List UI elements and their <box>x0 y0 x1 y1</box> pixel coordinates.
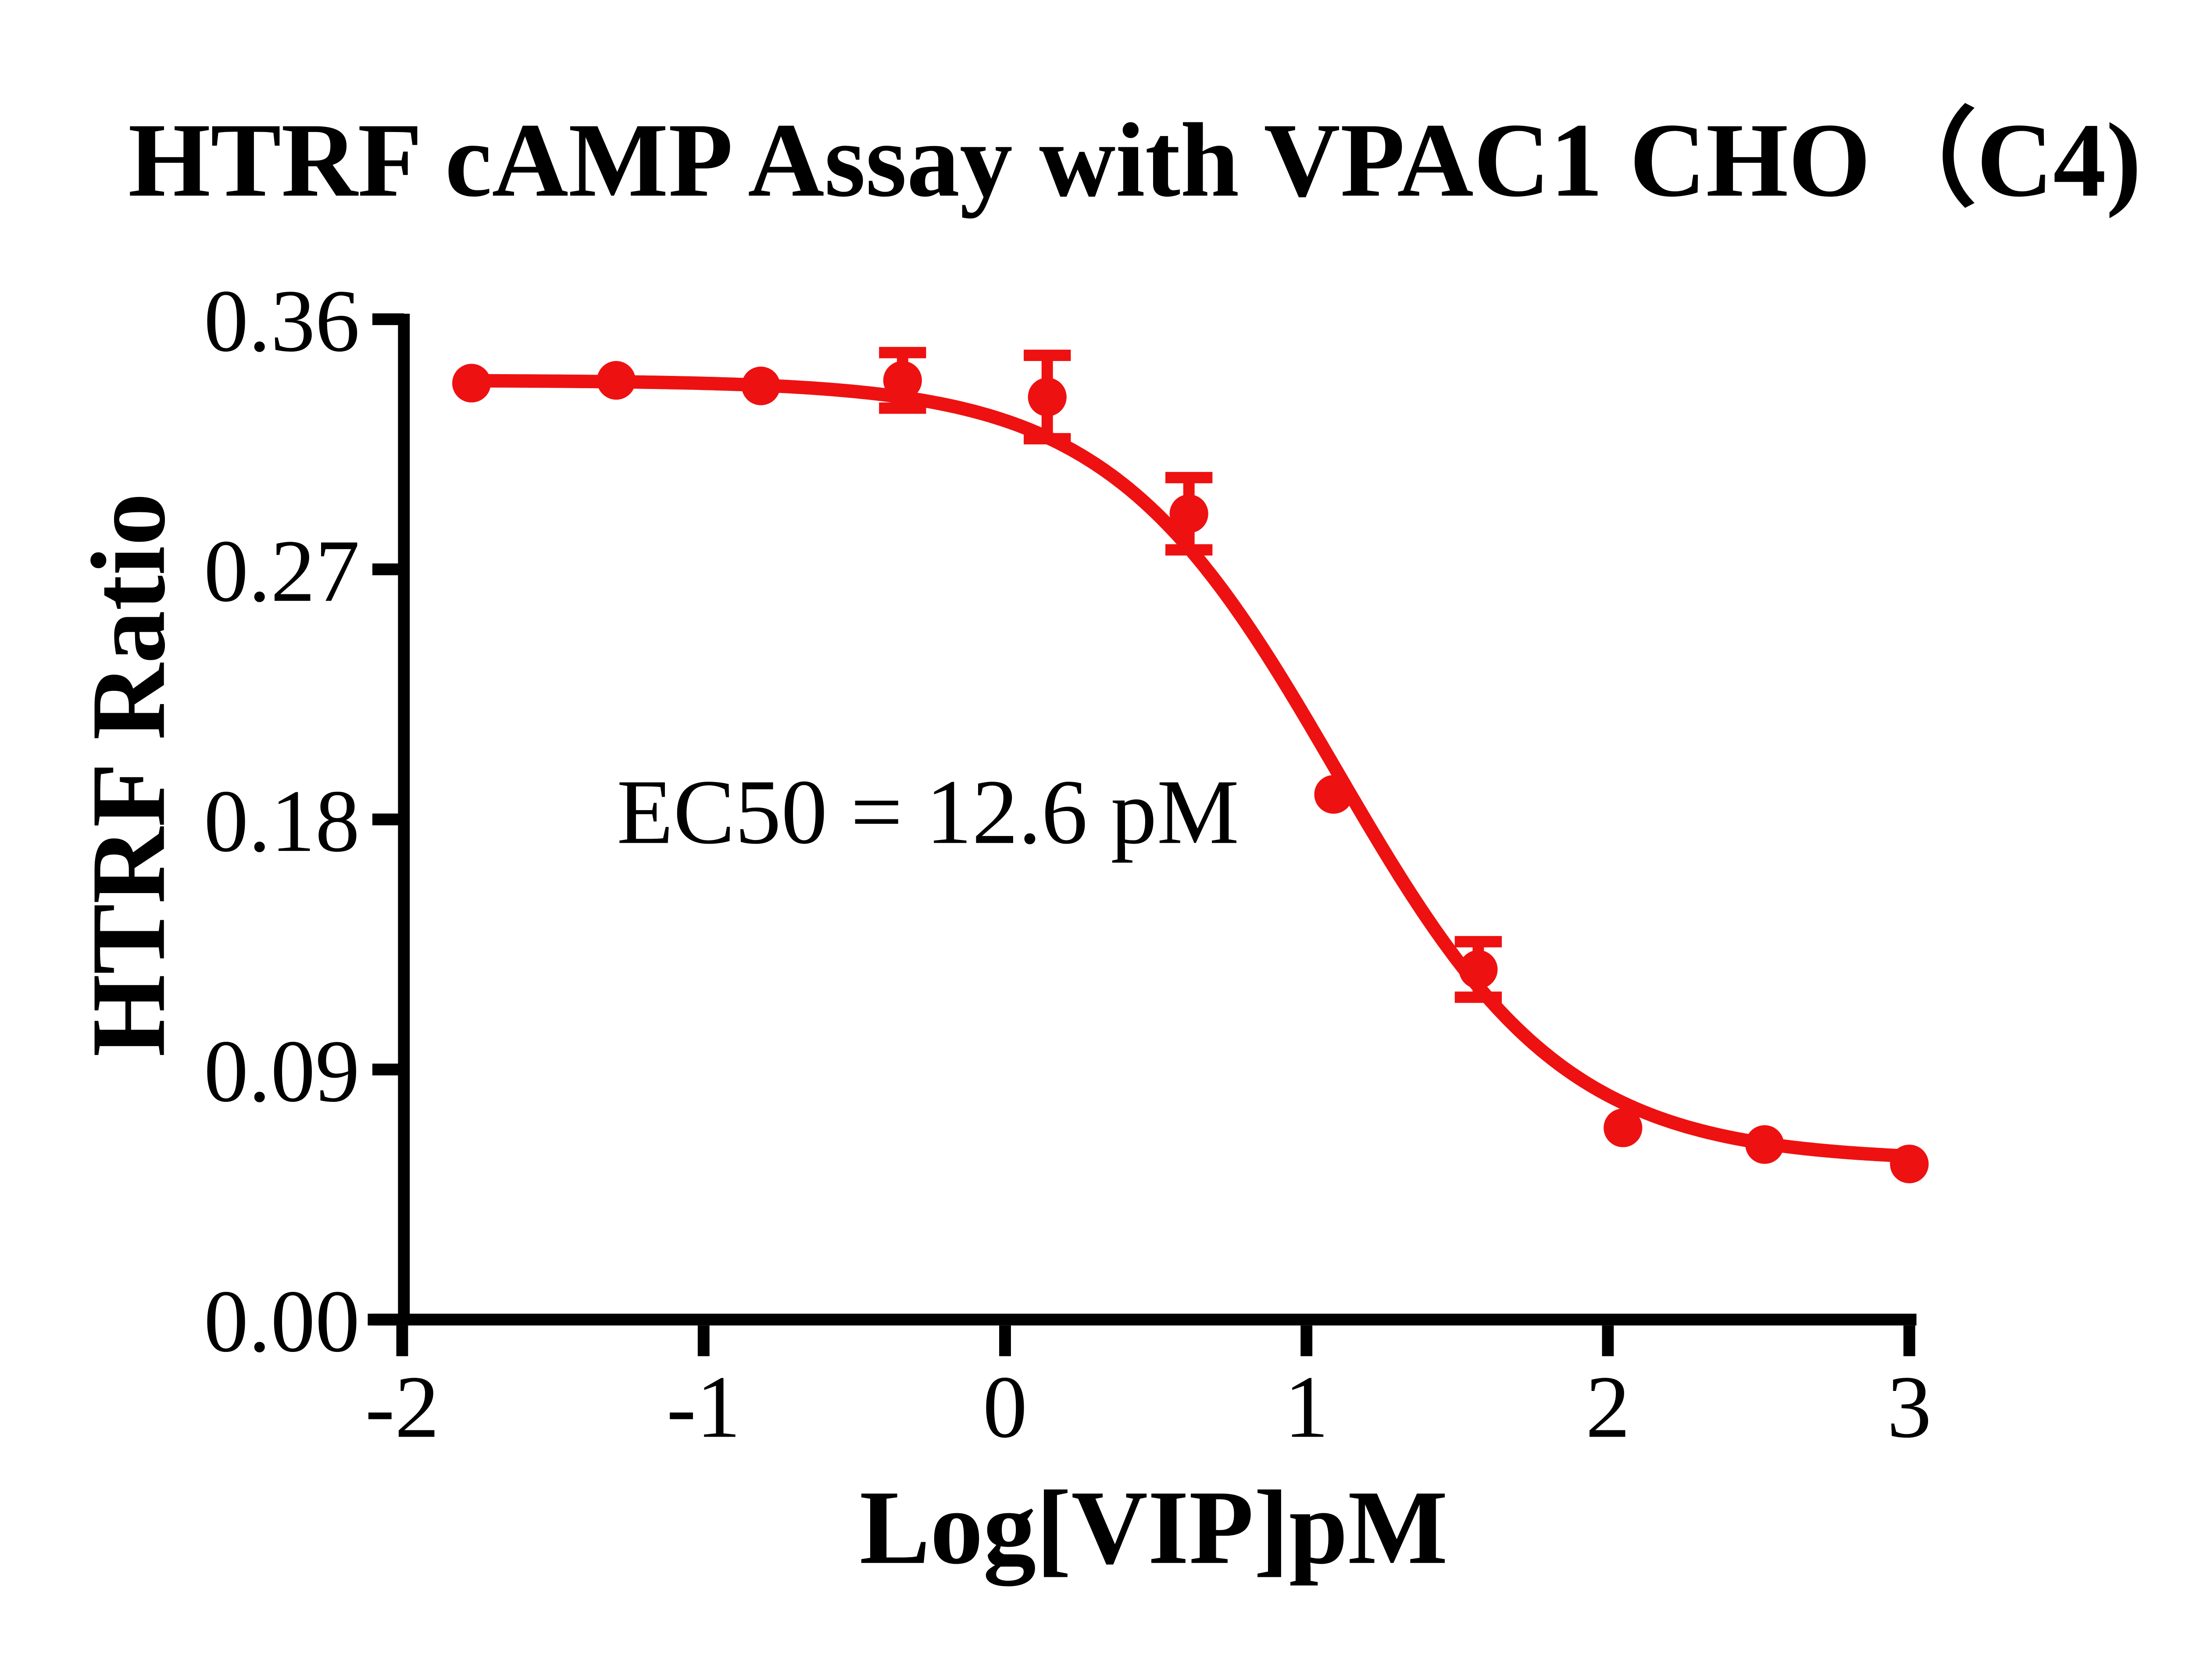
x-tick-label: -1 <box>667 1358 741 1456</box>
x-axis-title: Log[VIP]pM <box>860 1469 1448 1586</box>
x-tick-label: -2 <box>365 1358 439 1456</box>
ec50-annotation: EC50 = 12.6 pM <box>617 761 1239 863</box>
tick-label-layer: 0.00 0.09 0.18 0.27 0.36 -2 -1 0 1 2 3 <box>204 272 1932 1456</box>
data-point-marker <box>741 366 780 405</box>
data-point-marker <box>1028 378 1067 417</box>
data-point-marker <box>1459 950 1498 989</box>
data-point-marker <box>452 364 491 403</box>
x-tick-label: 2 <box>1586 1358 1630 1456</box>
data-point-marker <box>1604 1108 1643 1147</box>
y-tick-label: 0.36 <box>204 272 360 370</box>
data-point-marker <box>883 361 922 400</box>
y-tick-label: 0.27 <box>204 522 360 620</box>
data-point-marker <box>1314 775 1353 814</box>
chart-title: HTRF cAMP Assay with VPAC1 CHO（C4) <box>128 102 2141 219</box>
y-tick-label: 0.00 <box>204 1272 360 1370</box>
y-tick-label: 0.09 <box>204 1022 360 1120</box>
data-point-marker <box>1890 1144 1929 1183</box>
x-tick-label: 0 <box>983 1358 1028 1456</box>
data-point-marker <box>1745 1125 1784 1164</box>
y-axis-title: HTRF Ratio <box>70 493 187 1057</box>
x-tick-label: 3 <box>1887 1358 1932 1456</box>
data-point-marker <box>596 361 636 400</box>
series-layer <box>452 347 1929 1183</box>
tick-layer <box>372 313 1915 1356</box>
y-tick-label: 0.18 <box>204 772 360 870</box>
data-point-marker <box>1169 494 1208 533</box>
x-tick-label: 1 <box>1284 1358 1329 1456</box>
